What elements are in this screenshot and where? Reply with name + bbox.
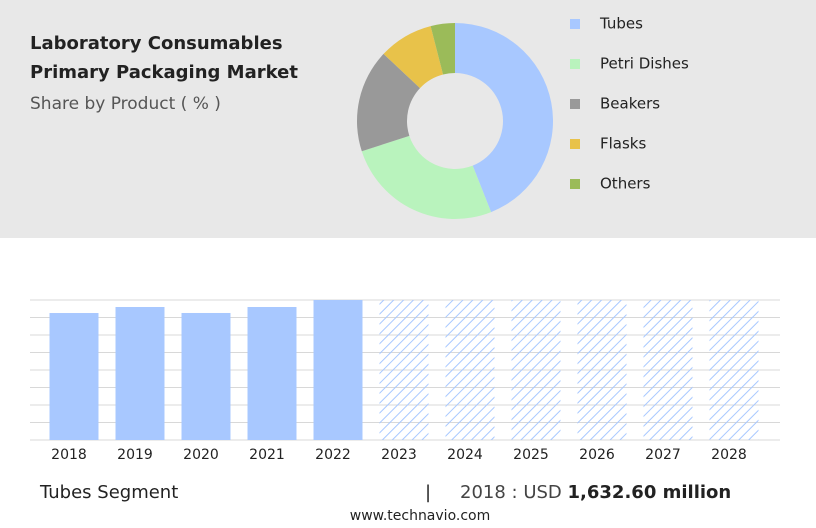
forecast-placeholder — [511, 300, 561, 440]
legend-swatch — [570, 139, 580, 149]
subtitle: Share by Product ( % ) — [30, 94, 221, 114]
legend-label: Flasks — [600, 135, 646, 153]
bar — [247, 307, 297, 440]
segment-label: Tubes Segment — [39, 482, 178, 503]
x-tick-label: 2026 — [579, 447, 615, 463]
x-tick-label: 2028 — [711, 447, 747, 463]
legend-label: Petri Dishes — [600, 55, 689, 73]
x-tick-label: 2024 — [447, 447, 483, 463]
x-tick-label: 2021 — [249, 447, 285, 463]
source: www.technavio.com — [350, 508, 491, 524]
footer-value: 2018 : USD 1,632.60 million — [460, 482, 731, 503]
forecast-placeholder — [445, 300, 495, 440]
forecast-placeholder — [709, 300, 759, 440]
donut-slice — [455, 23, 554, 213]
legend-swatch — [570, 99, 580, 109]
donut-slice — [361, 135, 492, 220]
x-tick-label: 2019 — [117, 447, 153, 463]
donut-slice — [357, 53, 421, 152]
title: Primary Packaging Market — [30, 62, 298, 83]
legend-swatch — [570, 59, 580, 69]
x-tick-label: 2025 — [513, 447, 549, 463]
title: Laboratory Consumables — [30, 33, 283, 54]
x-tick-label: 2018 — [51, 447, 87, 463]
bar — [115, 307, 165, 440]
year-label: 2018 : USD — [460, 482, 562, 503]
forecast-placeholder — [577, 300, 627, 440]
separator: | — [425, 482, 431, 503]
x-tick-label: 2020 — [183, 447, 219, 463]
legend-swatch — [570, 179, 580, 189]
x-tick-label: 2022 — [315, 447, 351, 463]
forecast-placeholder — [643, 300, 693, 440]
forecast-placeholder — [379, 300, 429, 440]
donut-slice — [383, 26, 444, 89]
x-tick-label: 2023 — [381, 447, 417, 463]
bar — [181, 312, 231, 440]
legend-label: Others — [600, 175, 651, 193]
bar — [313, 300, 363, 440]
legend-label: Tubes — [599, 15, 643, 33]
bar — [49, 313, 99, 440]
legend-label: Beakers — [600, 95, 660, 113]
x-tick-label: 2027 — [645, 447, 681, 463]
donut-slice — [430, 23, 455, 75]
legend-swatch — [570, 19, 580, 29]
value-label: 1,632.60 million — [568, 482, 732, 503]
